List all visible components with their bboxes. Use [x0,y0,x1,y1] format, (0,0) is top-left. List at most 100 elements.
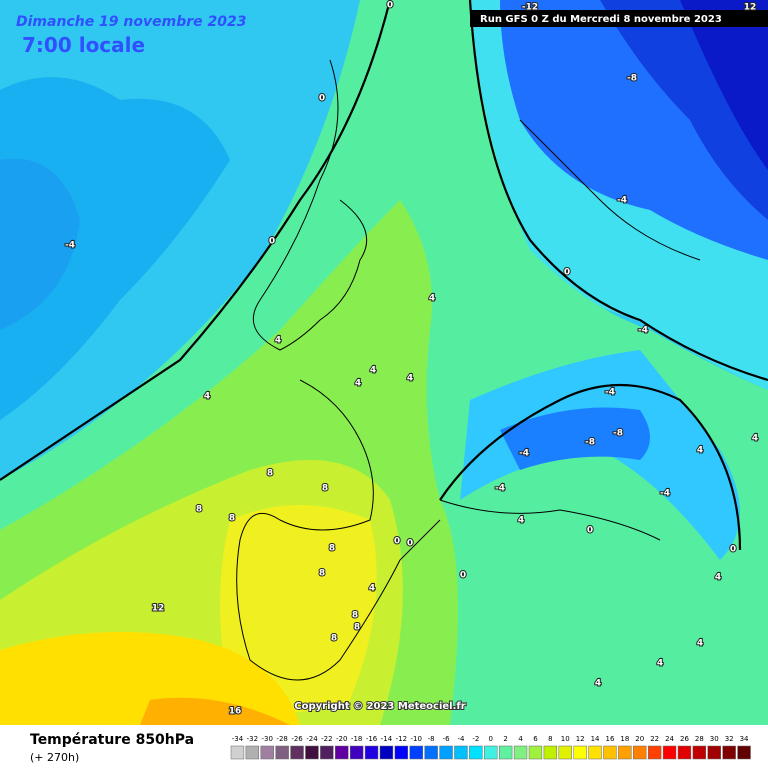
scale-swatch [498,745,513,760]
scale-label: -22 [321,735,332,743]
contour-label: -4 [638,326,648,336]
contour-label: 0 [319,94,325,104]
contour-label: 4 [697,446,703,456]
scale-label: -30 [262,735,273,743]
scale-label: -34 [232,735,244,743]
contour-label: 0 [460,571,466,581]
scale-label: -10 [411,735,422,743]
scale-label: -32 [247,735,258,743]
contour-label: 4 [595,679,601,689]
scale-swatch [379,745,394,760]
contour-label: 0 [269,237,275,247]
contour-label: 0 [387,1,393,11]
scale-swatch [558,745,572,760]
contour-label: 8 [322,484,328,494]
thick-isotherms [0,0,768,551]
scale-label: -12 [396,735,407,743]
color-scale: -34 -32 -30 -28 -26 -24 -22 -20 -18 -16 -14 -12 -10-… [230,735,751,760]
scale-swatch [439,745,453,760]
scale-label: 14 [591,735,600,743]
scale-swatch [722,745,736,760]
scale-swatch [588,745,602,760]
scale-label: 2 [503,735,507,743]
scale-swatch [513,745,528,760]
contour-label: 4 [275,336,281,346]
contour-label: 8 [267,469,273,479]
scale-swatch [275,745,289,760]
scale-label: 34 [740,735,749,743]
scale-label: -8 [428,735,435,743]
contour-label: 0 [394,537,400,547]
contour-label: 12 [152,604,165,614]
contour-label: 8 [354,623,360,633]
contour-label: 8 [196,505,202,515]
scale-swatch [737,745,751,760]
contour-label: -4 [519,449,529,459]
scale-swatch [364,745,379,760]
scale-label: -18 [351,735,362,743]
scale-label: -20 [336,735,347,743]
scale-label: 16 [605,735,614,743]
contour-label: 0 [587,526,593,536]
scale-label: -28 [276,735,287,743]
contour-label: -4 [495,484,505,494]
contour-label: 4 [657,659,663,669]
scale-swatch [245,745,260,760]
scale-swatch [469,745,483,760]
contour-label: 8 [229,514,235,524]
scale-label: 22 [650,735,659,743]
scale-label: 0 [489,735,493,743]
contour-label: 16 [229,707,242,717]
scale-label: -4 [457,735,465,743]
scale-swatch [662,745,677,760]
contour-label: -4 [660,489,670,499]
scale-label: 20 [635,735,644,743]
scale-label: 10 [561,735,570,743]
contour-label: 4 [355,379,361,389]
scale-label: -14 [381,735,393,743]
contour-label: -4 [617,196,627,206]
scale-swatch [409,745,423,760]
contour-label: 8 [319,569,325,579]
scale-swatch [305,745,319,760]
scale-swatch [573,745,587,760]
scale-swatch [677,745,692,760]
scale-swatch [528,745,543,760]
contour-label: 4 [697,639,703,649]
scale-swatch [647,745,662,760]
scale-swatch [349,745,364,760]
run-banner [470,10,768,27]
scale-label: 6 [533,735,538,743]
contour-label: 0 [564,268,570,278]
contour-label: 4 [204,392,210,402]
scale-label: -2 [472,735,479,743]
scale-label: 28 [695,735,704,743]
contour-label: 4 [369,584,375,594]
scale-swatch [454,745,468,760]
contour-label: 4 [429,294,435,304]
forecast-date: Dimanche 19 novembre 2023 [16,14,246,30]
scale-label: 18 [620,735,629,743]
scale-label: 26 [680,735,689,743]
copyright: Copyright © 2023 Meteociel.fr [294,701,465,712]
scale-swatch [484,745,498,760]
scale-swatch [692,745,707,760]
scale-swatch [424,745,438,760]
legend-title: Température 850hPa [30,732,194,748]
scale-swatch [633,745,647,760]
scale-label: 30 [710,735,719,743]
run-info: Run GFS 0 Z du Mercredi 8 novembre 2023 [480,14,722,25]
scale-label: -26 [291,735,303,743]
scale-label: -16 [366,735,378,743]
contour-label: -12 [522,3,538,13]
scale-swatch [618,745,632,760]
contour-label: 0 [730,545,736,555]
scale-label: 8 [548,735,552,743]
contour-label: 4 [518,516,524,526]
scale-label: -6 [443,735,451,743]
contour-label: 4 [370,366,376,376]
scale-label: -24 [306,735,318,743]
scale-swatch [335,745,349,760]
